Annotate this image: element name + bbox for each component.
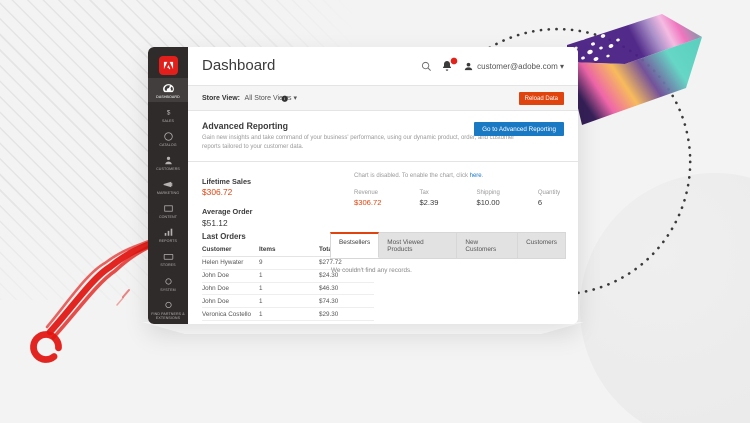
svg-text:$: $ (166, 109, 170, 116)
svg-text:i: i (284, 96, 285, 101)
